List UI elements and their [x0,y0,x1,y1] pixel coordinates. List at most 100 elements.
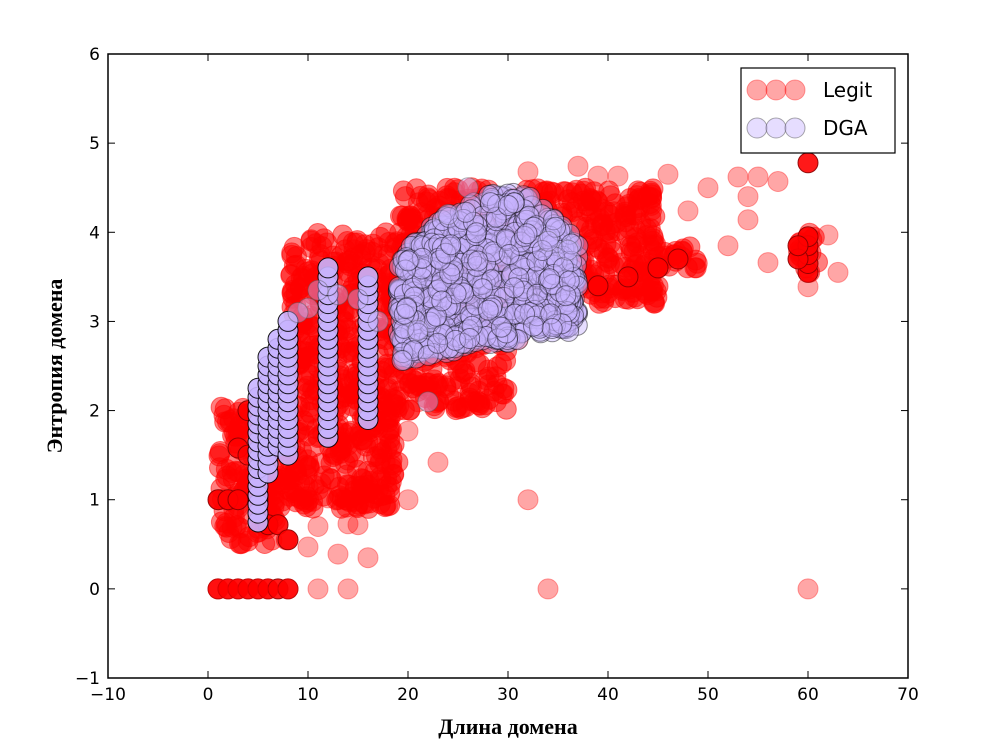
legit-point [330,497,352,519]
dga-point [557,239,579,261]
legend-legit-marker [746,79,806,101]
legit-point [519,206,541,228]
legit-point [387,451,409,473]
legit-point [797,152,819,174]
dga-point [465,222,487,244]
legend-marker [784,117,806,139]
legit-point [307,578,329,600]
legit-point [627,197,648,219]
legit-point [600,185,621,207]
dga-point [327,284,349,306]
legit-point [337,578,359,600]
legit-point [396,328,418,350]
dga-point [307,279,329,301]
legit-point [473,334,495,355]
dga-point [503,277,525,299]
legit-point [257,578,279,600]
y-tick-label: 2 [89,402,100,422]
legit-point [827,261,849,283]
legit-point [431,208,453,230]
legit-point [577,195,599,216]
legit-point [297,536,319,558]
legit-point [787,235,809,257]
legit-point [535,191,557,213]
legit-point [357,432,379,454]
legit-point [237,578,259,600]
y-tick-label: 4 [89,223,100,243]
legit-point [207,578,229,600]
legit-point [547,288,569,310]
legit-point [567,155,589,177]
legit-point [292,489,314,511]
y-tick-label: 3 [89,312,100,332]
dga-point [457,177,479,199]
legit-point [416,311,438,333]
legit-point [485,366,507,388]
legit-point [509,240,531,262]
legit-point [667,248,689,270]
y-tick-label: 0 [89,580,100,600]
x-tick-label: 30 [497,685,519,705]
x-tick-label: 20 [397,685,419,705]
dga-point [480,192,501,214]
legit-point [414,375,436,397]
legit-point [747,166,769,188]
legit-point [354,493,376,515]
legit-point [357,547,379,569]
legit-point [445,256,467,278]
legit-point [461,177,483,199]
legit-point [587,275,609,297]
dga-point [431,290,453,312]
dga-point [490,316,512,338]
legit-point [637,186,659,208]
legit-point [737,209,759,231]
dga-point [427,332,449,354]
legit-point [311,236,333,257]
legit-point [227,578,249,600]
dga-point [417,391,439,413]
dga-point [467,250,489,272]
legit-point [475,192,497,214]
y-tick-label: 1 [89,491,100,511]
legit-point [403,255,425,277]
legit-point [427,451,449,473]
legit-point [449,353,471,375]
legit-point [320,468,342,490]
dga-point [526,283,548,305]
y-tick-label: 6 [89,45,100,65]
legit-point [217,578,239,600]
legit-point [327,543,349,565]
x-tick-label: 60 [797,685,819,705]
dga-point [396,297,418,319]
legend-legit-label: Legit [823,78,872,102]
dga-point [437,204,459,225]
legend-marker [765,117,787,139]
legit-point [657,163,679,185]
dga-point [317,257,339,279]
dga-point [541,318,563,339]
x-tick-label: 10 [297,685,319,705]
dga-point [440,234,462,256]
legit-point [423,346,445,368]
legit-point [215,512,237,534]
legit-point [470,280,492,302]
legit-point [647,257,669,279]
legit-point [717,235,739,257]
dga-point [367,310,389,332]
legit-point [447,376,469,397]
dga-point [477,299,499,321]
legit-point [247,578,269,600]
legit-point [377,495,399,517]
legit-point [387,386,409,408]
legit-point [548,230,570,252]
legend-marker [765,79,787,101]
legit-point [517,161,539,183]
x-tick-label: 70 [897,685,919,705]
legit-point [587,165,609,187]
legit-point [619,235,641,256]
legit-point [277,529,299,551]
legit-point [607,165,629,187]
dga-point [498,244,520,265]
legit-point [503,263,524,285]
legit-point [617,266,639,288]
